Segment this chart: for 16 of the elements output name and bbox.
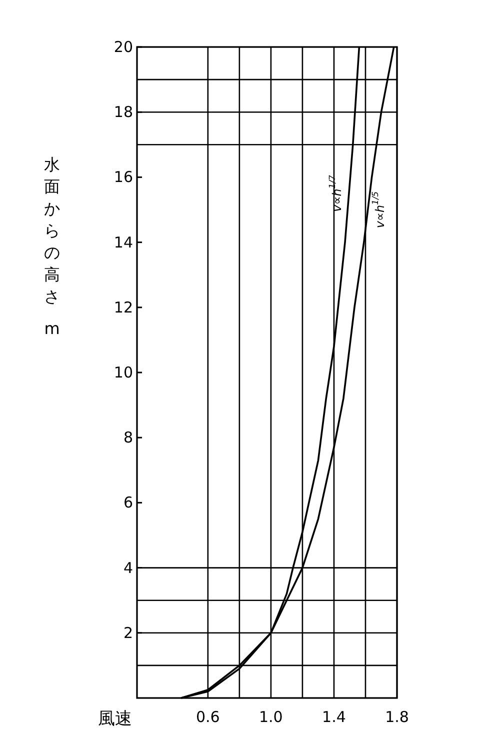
y-tick-label: 2 xyxy=(123,624,133,642)
y-tick-label: 20 xyxy=(114,38,133,56)
y-tick-label: 18 xyxy=(114,103,133,122)
y-tick-label: 8 xyxy=(123,428,133,447)
x-tick-label: 1.8 xyxy=(385,708,409,726)
y-tick-label: 6 xyxy=(123,494,133,512)
x-tick-label: 1.4 xyxy=(322,708,346,726)
y-tick-label: 4 xyxy=(123,558,133,577)
y-tick-label: 12 xyxy=(114,298,133,316)
x-tick-label: 0.6 xyxy=(196,708,220,726)
y-tick-label: 16 xyxy=(114,168,133,186)
x-tick-label: 1.0 xyxy=(259,708,283,726)
y-axis-title: 水面からの高さ m xyxy=(44,155,60,338)
y-tick-label: 14 xyxy=(114,233,133,252)
y-tick-label: 10 xyxy=(114,364,133,382)
x-axis-title: 風速 xyxy=(98,709,132,729)
